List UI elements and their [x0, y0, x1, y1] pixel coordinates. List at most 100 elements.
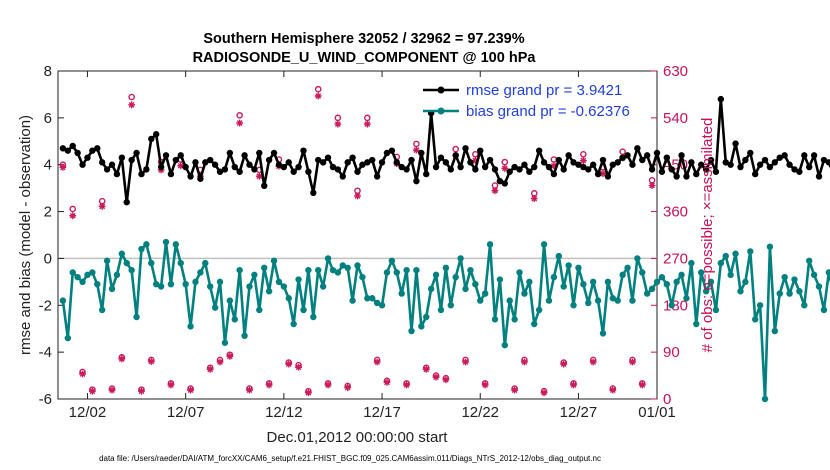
rmse-point: [295, 163, 302, 171]
bias-point: [727, 271, 734, 279]
x-tick-label: 12/17: [363, 404, 401, 421]
bias-point: [79, 278, 86, 286]
bias-point: [555, 252, 563, 260]
bias-point: [663, 281, 671, 288]
assimilated-obs-point: [540, 389, 548, 397]
bias-point: [585, 299, 592, 307]
assimilated-obs-point: [324, 381, 332, 389]
rmse-point: [256, 149, 263, 157]
assimilated-obs-point: [69, 212, 77, 220]
rmse-point: [383, 149, 391, 157]
rmse-point: [319, 159, 327, 166]
rmse-point: [663, 154, 671, 161]
x-axis: 12/02 12/07 12/12 12/17 12/22 12/27 01/01: [69, 71, 676, 421]
bias-point: [491, 316, 499, 323]
assimilated-obs-point: [629, 358, 636, 366]
rmse-point: [246, 161, 253, 168]
bias-point: [324, 255, 332, 262]
bias-point: [265, 288, 273, 295]
rmse-point: [565, 152, 572, 159]
rmse-point: [211, 161, 219, 168]
bias-point: [261, 264, 268, 271]
bias-point: [187, 323, 194, 330]
rmse-point: [349, 154, 356, 161]
bias-point: [418, 323, 425, 330]
bias-point: [339, 262, 346, 269]
legend-bias-label: bias grand pr = -0.62376: [466, 103, 630, 120]
legend-rmse-marker: [437, 86, 445, 94]
possible-obs-point: [314, 85, 322, 93]
bias-point: [295, 276, 302, 283]
rmse-point: [624, 152, 631, 159]
assimilated-obs-point: [481, 381, 489, 389]
assimilated-obs-point: [138, 387, 145, 395]
rmse-point: [123, 199, 130, 206]
bias-point: [447, 302, 454, 309]
y-right-tick-label: 180: [663, 297, 688, 314]
assimilated-obs-point: [128, 101, 136, 109]
x-tick-label: 12/07: [167, 404, 205, 421]
rmse-point: [486, 156, 494, 164]
rmse-point: [207, 156, 214, 164]
bias-point: [801, 302, 808, 309]
assimilated-obs-point: [530, 195, 538, 202]
rmse-point: [570, 159, 577, 166]
y-tick-label: -6: [39, 391, 52, 408]
bias-point: [373, 299, 381, 307]
bias-point: [526, 278, 533, 286]
rmse-point: [261, 182, 268, 189]
bias-point: [256, 306, 263, 314]
bias-point: [472, 281, 479, 288]
assimilated-obs-point: [638, 381, 646, 389]
x-axis-label: Dec.01,2012 00:00:00 start: [267, 429, 449, 446]
rmse-point: [437, 154, 445, 161]
rmse-point: [152, 131, 160, 138]
rmse-point: [604, 173, 612, 180]
rmse-point: [344, 159, 351, 166]
bias-point: [285, 295, 292, 302]
assimilated-obs-point: [511, 386, 519, 394]
assimilated-obs-point: [521, 358, 528, 366]
possible-obs-point: [364, 114, 371, 122]
rmse-point: [398, 163, 405, 171]
rmse-point: [432, 163, 440, 171]
bias-point: [354, 262, 361, 269]
plot-area: [57, 70, 658, 400]
bias-point: [123, 259, 130, 267]
rmse-point: [290, 168, 297, 175]
rmse-point: [300, 147, 307, 154]
rmse-point: [575, 161, 582, 168]
rmse-point: [457, 163, 464, 171]
rmse-point: [599, 156, 607, 164]
assimilated-obs-point: [334, 120, 342, 128]
bias-point: [157, 283, 165, 290]
rmse-point: [221, 166, 229, 173]
rmse-point: [133, 149, 140, 157]
bias-point: [226, 297, 234, 304]
bias-point: [334, 269, 342, 276]
rmse-point: [226, 149, 234, 157]
bias-point: [810, 271, 818, 279]
rmse-point: [688, 159, 695, 166]
y-axis-label: rmse and bias (model - observation): [17, 115, 34, 355]
rmse-point: [727, 161, 734, 168]
rmse-point: [683, 173, 690, 180]
rmse-point: [324, 154, 332, 161]
possible-obs-point: [334, 114, 342, 122]
rmse-point: [585, 166, 592, 173]
bias-point: [231, 316, 238, 323]
rmse-point: [418, 149, 425, 157]
bias-point: [732, 250, 739, 257]
bias-point: [251, 271, 258, 279]
rmse-point: [162, 152, 170, 159]
bias-point: [246, 283, 253, 290]
rmse-point: [806, 163, 813, 171]
assimilated-obs-point: [98, 202, 106, 210]
rmse-point: [413, 177, 420, 185]
possible-obs-point: [472, 151, 479, 158]
rmse-point: [531, 163, 538, 171]
rmse-point: [771, 159, 779, 166]
rmse-point: [452, 152, 459, 159]
rmse-point: [369, 156, 376, 164]
